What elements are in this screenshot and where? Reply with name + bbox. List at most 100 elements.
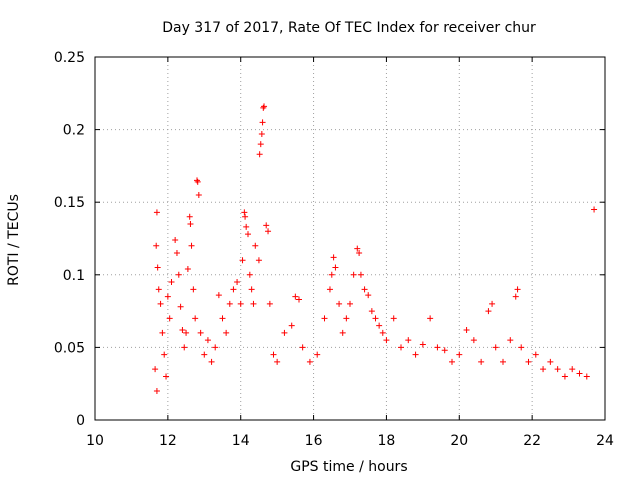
data-point [332,264,339,271]
data-point [347,300,353,307]
y-tick-label: 0 [76,413,85,429]
x-tick-label: 12 [159,433,177,449]
data-point [204,337,211,344]
data-point [398,344,404,351]
data-point [547,358,554,365]
x-tick-label: 22 [523,433,541,449]
data-point [241,209,248,216]
data-point [237,300,244,307]
data-point [379,329,386,336]
data-point [354,245,361,252]
data-point [500,358,506,365]
data-point [201,351,208,358]
data-point [242,213,249,220]
data-point [281,329,288,336]
data-point [492,344,499,351]
data-point [172,236,179,243]
y-tick-label: 0.05 [54,340,85,356]
data-point [173,250,180,257]
data-point [591,206,598,213]
data-point [299,344,306,351]
chart-title: Day 317 of 2017, Rate Of TEC Index for r… [162,20,536,36]
data-point [306,358,313,365]
data-points [152,103,598,394]
data-point [376,322,383,329]
data-point [532,351,539,358]
data-point [372,315,379,322]
data-point [255,257,262,264]
data-point [512,293,519,300]
data-point [288,322,295,329]
data-point [248,286,255,293]
data-point [270,351,277,358]
x-tick-label: 16 [305,433,323,449]
y-axis-label: ROTI / TECUs [6,194,22,286]
data-point [153,387,160,394]
data-point [350,271,357,278]
data-point [569,366,576,373]
data-point [365,292,372,299]
data-point [441,347,448,354]
data-point [368,308,375,315]
y-tick-label: 0.1 [63,268,85,284]
data-point [246,271,253,278]
y-tick-label: 0.25 [54,50,85,66]
data-point [152,366,159,373]
data-point [179,326,186,333]
data-point [159,329,166,336]
data-point [161,351,168,358]
data-point [576,370,583,377]
data-point [514,286,521,293]
data-point [274,358,281,365]
data-point [321,315,328,322]
data-point [181,344,188,351]
x-tick-label: 24 [596,433,614,449]
data-point [357,271,364,278]
data-point [153,209,160,216]
data-point [540,366,547,373]
grid-lines [95,57,605,420]
data-point [154,264,161,271]
data-point [197,329,204,336]
data-point [243,223,250,230]
data-point [330,254,337,261]
x-tick-label: 14 [232,433,250,449]
data-point [518,344,525,351]
data-point [187,220,194,227]
data-point [361,286,368,293]
data-point [427,315,434,322]
data-point [184,265,191,272]
data-point [463,326,470,333]
data-point [326,286,333,293]
x-tick-label: 20 [450,433,468,449]
data-point [489,300,496,307]
data-point [339,329,346,336]
data-point [168,279,175,286]
data-point [314,351,321,358]
data-point [153,242,160,249]
data-point [434,344,441,351]
data-point [259,119,266,126]
data-point [383,337,390,344]
data-point [212,344,219,351]
data-point [412,351,419,358]
data-point [265,228,272,235]
data-point [188,242,195,249]
data-point [208,358,215,365]
data-point [561,373,568,380]
axis-ticks: 10 12 14 16 18 20 22 24 0 0.05 0.1 0.15 0.2 0.25 [54,50,614,449]
y-tick-label: 0.15 [54,195,85,211]
data-point [183,329,190,336]
data-point [292,293,299,300]
data-point [223,329,230,336]
data-point [470,337,477,344]
data-point [155,286,162,293]
data-point [256,151,263,158]
data-point [263,222,270,229]
data-point [230,286,237,293]
data-point [456,351,463,358]
x-tick-label: 18 [378,433,396,449]
data-point [405,337,412,344]
data-point [260,104,267,111]
